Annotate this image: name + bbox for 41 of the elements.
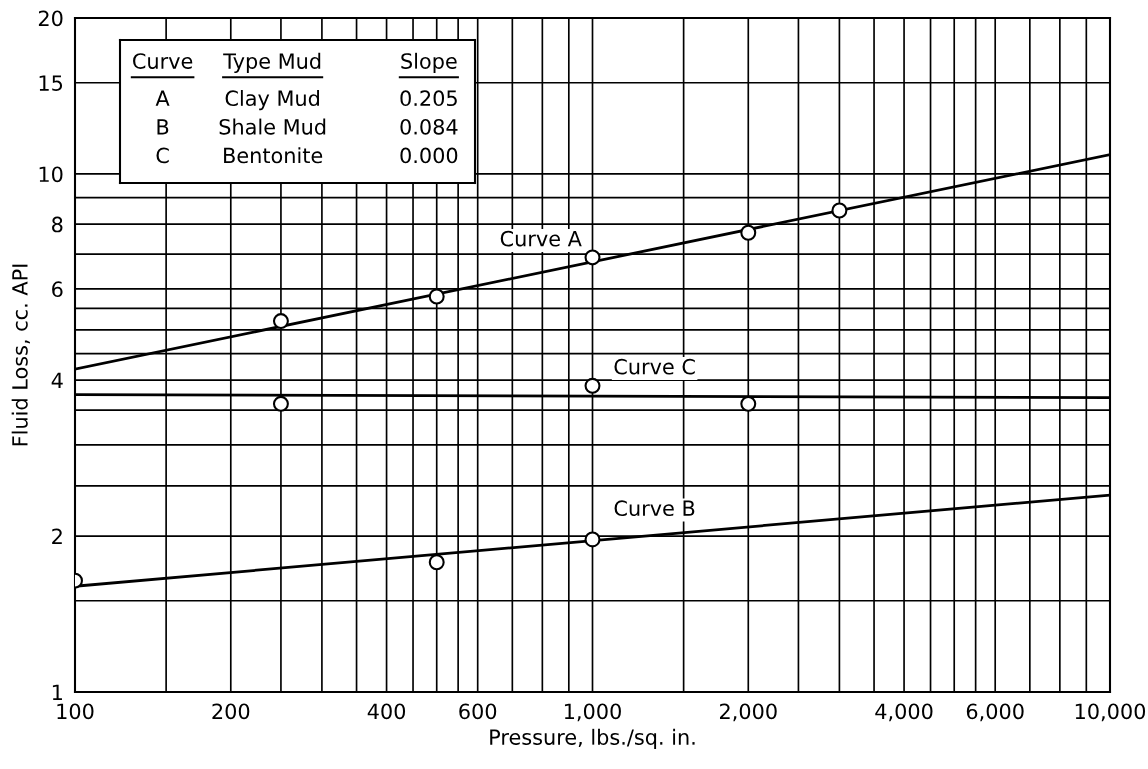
annotation: C — [156, 147, 169, 164]
x-tick-label: 10,000 — [1075, 703, 1146, 722]
x-tick-label: 400 — [367, 703, 406, 720]
x-tick-label: 2,000 — [719, 703, 777, 722]
annotation: Curve — [133, 53, 193, 69]
annotation: Slope — [401, 52, 457, 73]
y-tick-label: 1 — [52, 684, 62, 700]
y-tick-label: 20 — [38, 10, 63, 27]
annotation: Shale Mud — [219, 118, 326, 135]
x-tick-label: 1,000 — [564, 703, 621, 722]
point — [428, 288, 445, 305]
y-tick-label: 6 — [52, 281, 63, 298]
annotation: A — [155, 90, 170, 106]
annotation: B — [157, 119, 169, 135]
x-tick-label: 600 — [459, 703, 497, 720]
x-tick-label: 200 — [212, 703, 250, 720]
annotation: 0.000 — [400, 147, 458, 164]
point — [428, 554, 445, 571]
annotation: 0.205 — [400, 90, 457, 107]
x-tick-label: 4,000 — [875, 703, 933, 722]
annotation: Bentonite — [224, 147, 323, 164]
y-tick-label: 4 — [51, 372, 63, 389]
y-tick-label: 15 — [39, 75, 63, 91]
y-axis-title: Fluid Loss, cc. API — [11, 264, 30, 446]
x-tick-label: 100 — [57, 703, 94, 720]
point — [740, 224, 757, 241]
point — [272, 313, 289, 330]
y-tick-label: 8 — [52, 216, 63, 233]
x-axis-title: Pressure, lbs./sq. in. — [490, 728, 695, 749]
annotation: Type Mud — [223, 52, 321, 73]
annotation: Clay Mud — [225, 89, 319, 111]
point — [584, 249, 601, 266]
x-tick-label: 6,000 — [966, 703, 1024, 722]
annotation: 0.084 — [400, 118, 458, 135]
annotation: Curve B — [614, 500, 695, 517]
point — [272, 395, 289, 412]
annotation: Curve A — [500, 230, 582, 247]
y-tick-label: 10 — [39, 166, 63, 183]
y-tick-label: 2 — [52, 528, 62, 544]
point — [584, 531, 601, 548]
annotation: Curve C — [614, 358, 695, 375]
